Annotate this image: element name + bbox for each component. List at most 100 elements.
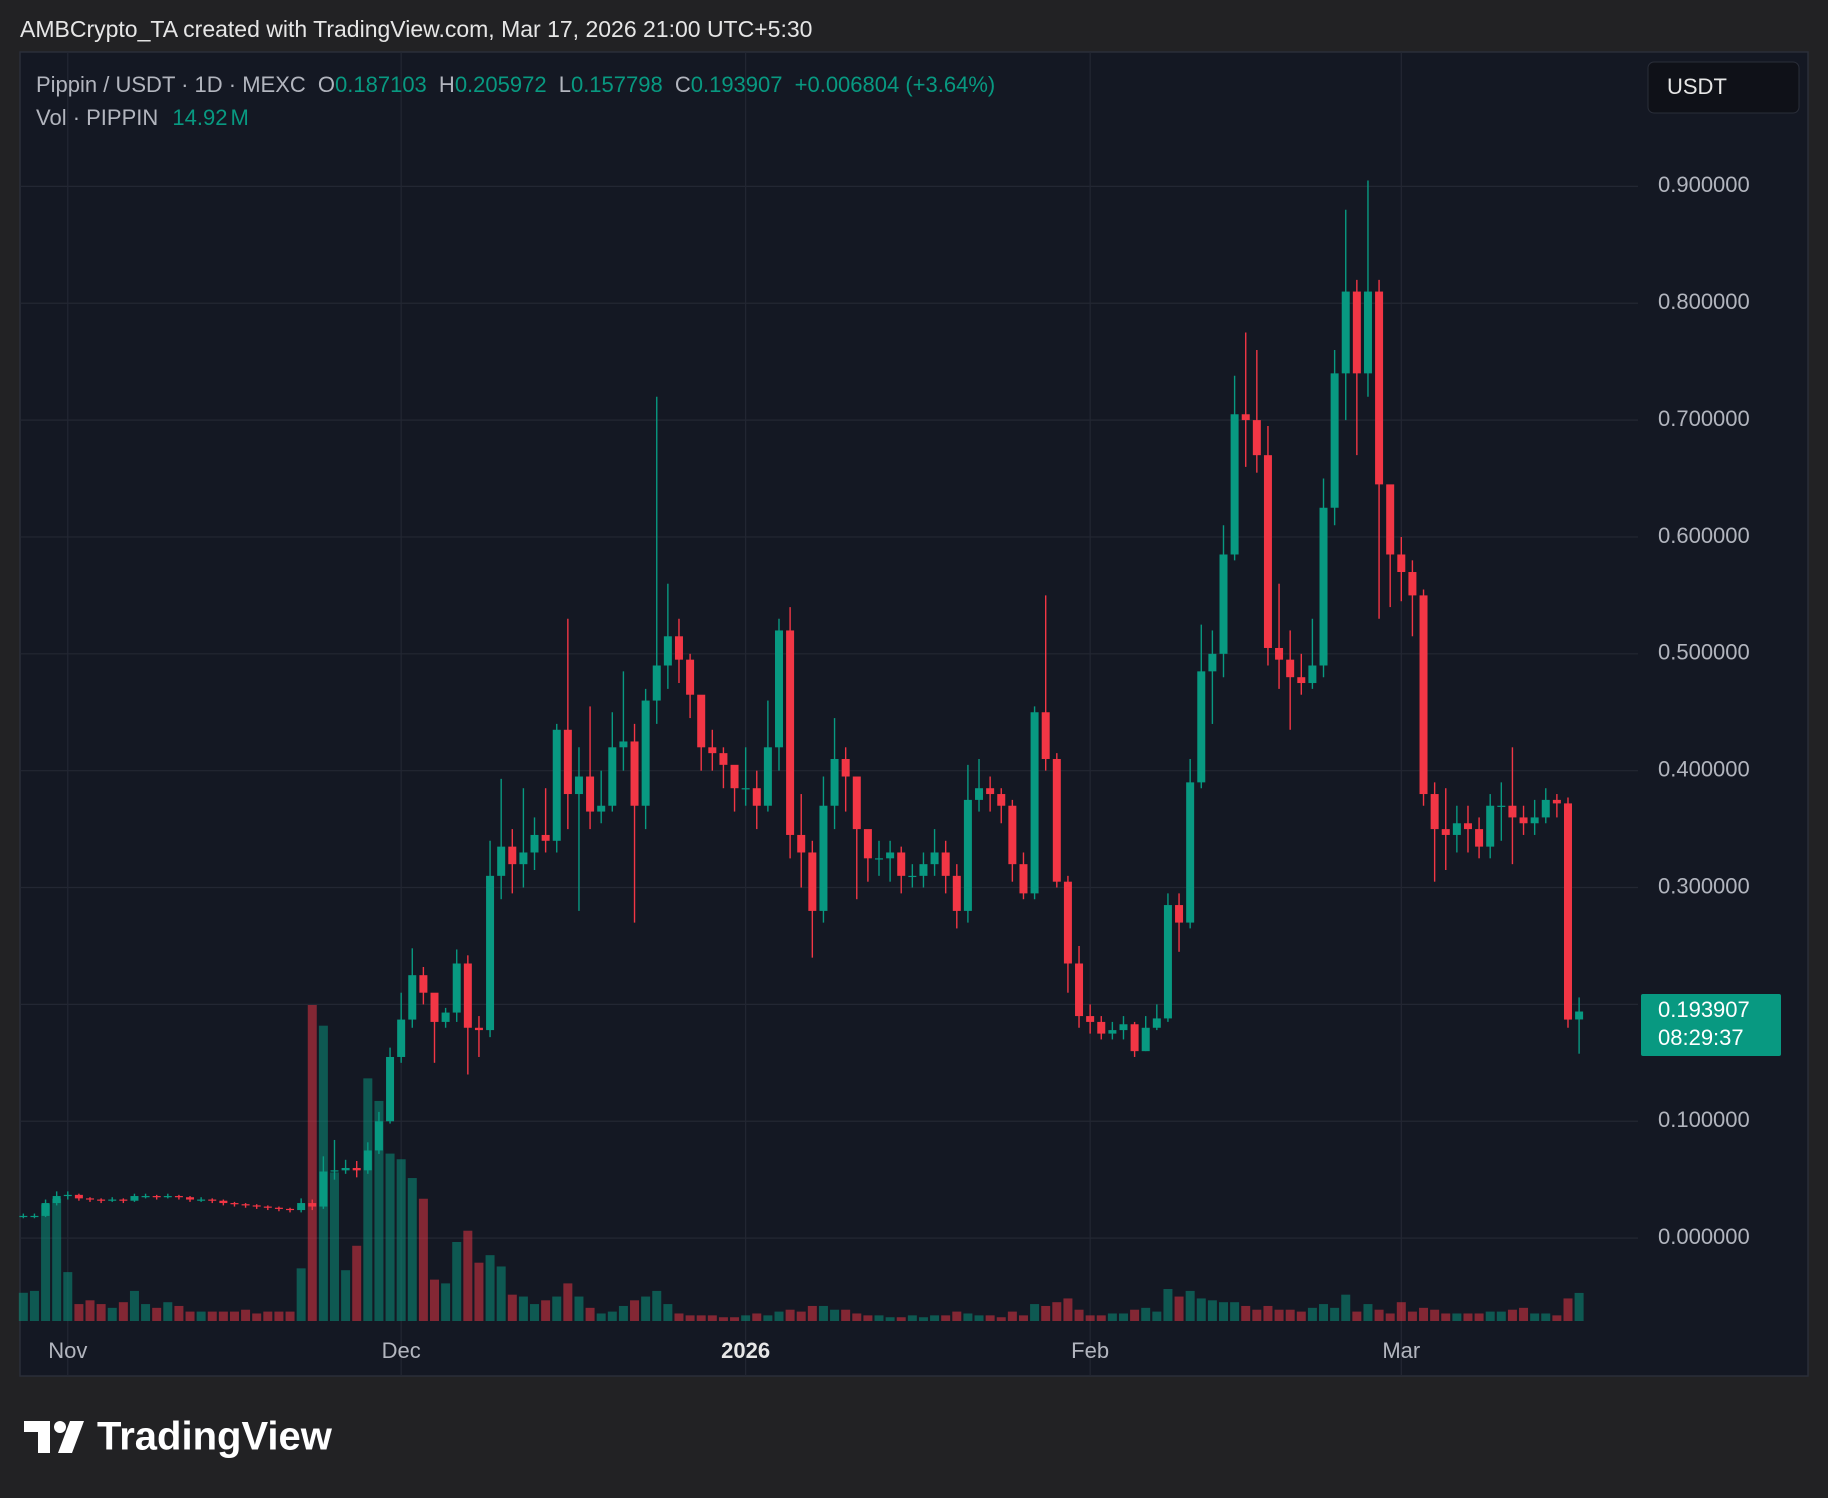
candle-body — [1575, 1011, 1584, 1020]
volume-bar — [385, 1153, 395, 1321]
candle-body — [1430, 794, 1439, 830]
candle-body — [986, 788, 995, 795]
volume-bar — [663, 1304, 673, 1321]
volume-bar — [1330, 1307, 1340, 1321]
candle-body — [908, 875, 917, 878]
legend-line: Pippin / USDT · 1D · MEXC O0.187103 H0.2… — [36, 72, 995, 97]
volume-bar — [530, 1304, 540, 1321]
volume-bar — [1063, 1298, 1073, 1321]
currency-button-box[interactable] — [1647, 61, 1800, 114]
volume-bar — [463, 1230, 473, 1321]
candle-body — [1252, 420, 1261, 456]
y-tick-label: 0.800000 — [1658, 289, 1750, 314]
candle-body — [308, 1203, 317, 1207]
ohlc-value: 0.187103 — [335, 72, 427, 97]
y-tick-label: 0.900000 — [1658, 172, 1750, 197]
volume-bar — [196, 1311, 206, 1321]
candle-body — [708, 747, 717, 754]
candle-body — [919, 864, 928, 876]
volume-bar — [63, 1272, 73, 1321]
volume-bar — [74, 1304, 84, 1321]
candle-body — [1452, 823, 1461, 835]
volume-bar — [1363, 1304, 1373, 1321]
volume-bar — [41, 1204, 51, 1321]
volume-bar — [52, 1198, 62, 1321]
candle-body — [530, 834, 539, 853]
candle-body — [1219, 554, 1228, 654]
ohlc-label: O — [318, 72, 335, 97]
candle-body — [1319, 507, 1328, 666]
candle-body — [1386, 484, 1395, 555]
volume-bar — [1419, 1307, 1429, 1321]
volume-bar — [1352, 1311, 1362, 1321]
volume-bar — [552, 1296, 562, 1321]
candle-body — [1030, 712, 1039, 894]
volume-bar — [252, 1313, 262, 1321]
candle-body — [952, 875, 961, 911]
volume-bar — [285, 1311, 295, 1321]
y-tick-label: 0.300000 — [1658, 873, 1750, 898]
candle-body — [1119, 1024, 1128, 1031]
attribution: AMBCrypto_TA created with TradingView.co… — [20, 16, 812, 42]
candle-body — [597, 805, 606, 812]
candle-body — [63, 1194, 72, 1197]
volume-bar — [707, 1315, 717, 1321]
volume-bar — [1307, 1307, 1317, 1321]
volume-bar — [1130, 1309, 1140, 1321]
volume-bar — [930, 1315, 940, 1321]
candle-body — [341, 1167, 350, 1171]
volume-legend: Vol · PIPPIN 14.92 M — [36, 105, 249, 130]
volume-bar — [141, 1304, 151, 1321]
volume-bar — [129, 1290, 139, 1321]
candle-body — [474, 1027, 483, 1031]
currency[interactable]: USDT — [1667, 74, 1727, 99]
volume-bar — [1241, 1305, 1251, 1321]
candle-body — [430, 992, 439, 1022]
candle-body — [408, 975, 417, 1020]
candle-body — [74, 1194, 83, 1199]
candle-body — [108, 1199, 117, 1201]
y-tick-label: 0.100000 — [1658, 1107, 1750, 1132]
candle-body — [1186, 782, 1195, 923]
volume-bar — [674, 1313, 684, 1321]
volume-bar — [818, 1305, 828, 1321]
volume-bar — [730, 1317, 740, 1321]
volume-bar — [763, 1315, 773, 1321]
candle-body — [297, 1203, 306, 1211]
volume-bar — [352, 1245, 362, 1321]
candle-body — [1519, 817, 1528, 824]
volume-bar — [274, 1311, 284, 1321]
ohlc-value: 0.205972 — [455, 72, 547, 97]
volume-bar — [185, 1311, 195, 1321]
candle-body — [130, 1196, 139, 1201]
candle-body — [1130, 1024, 1139, 1052]
volume-bar — [685, 1315, 695, 1321]
candle-body — [1197, 671, 1206, 783]
volume-bar — [107, 1307, 117, 1321]
volume-bar — [830, 1309, 840, 1321]
candle-body — [663, 636, 672, 666]
candle-body — [930, 852, 939, 865]
volume-bar — [296, 1268, 306, 1321]
ohlc-value: 0.157798 — [571, 72, 663, 97]
candle-body — [763, 747, 772, 806]
candle-body — [641, 700, 650, 806]
candle-body — [119, 1199, 128, 1201]
candle-body — [608, 747, 617, 806]
volume-bar — [18, 1292, 28, 1321]
volume-bar — [430, 1279, 440, 1321]
volume-bar — [741, 1315, 751, 1321]
candle-body — [741, 788, 750, 790]
candle-body — [519, 852, 528, 865]
volume-bar — [218, 1311, 228, 1321]
candle-body — [52, 1196, 61, 1204]
candle-body — [1375, 291, 1384, 485]
ohlc-label: C — [675, 72, 691, 97]
y-tick-label: 0.400000 — [1658, 756, 1750, 781]
volume-bar — [574, 1296, 584, 1321]
candle-body — [386, 1056, 395, 1122]
ohlc-label: H — [439, 72, 455, 97]
volume-bar — [918, 1317, 928, 1321]
currency-button[interactable]: USDT — [1647, 61, 1800, 114]
brand-logo: TradingView — [24, 1415, 333, 1459]
